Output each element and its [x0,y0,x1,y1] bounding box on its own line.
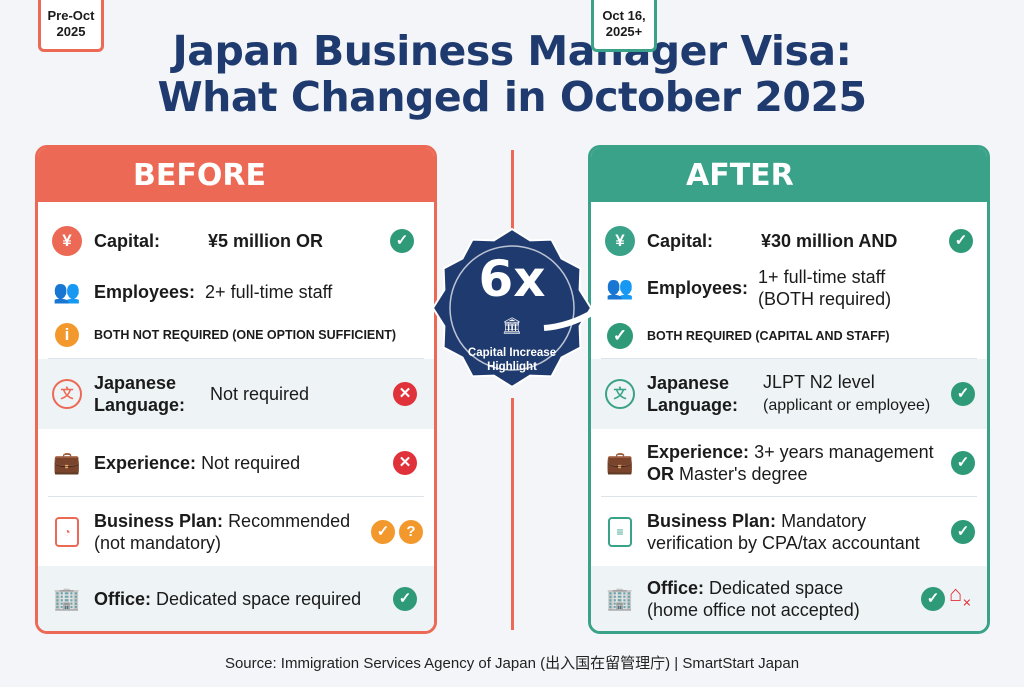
cross-icon: ✕ [393,450,417,475]
building-icon: 🏢 [606,585,634,611]
briefcase-icon: 💼 [606,449,634,475]
before-note-row: i BOTH NOT REQUIRED (ONE OPTION SUFFICIE… [38,323,434,347]
after-employees-row: 👥 Employees: 1+ full-time staff (BOTH req… [606,267,892,309]
after-card: AFTER ¥ Capital: ¥30 million AND ✓ 👥 Emp… [588,145,990,634]
after-capital-row: ¥ Capital: ¥30 million AND ✓ [591,226,987,256]
before-header: BEFORE [38,148,434,202]
yen-icon: ¥ [605,226,635,256]
check-icon: ✓ [951,382,975,406]
people-icon: 👥 [606,275,634,300]
yen-icon: ¥ [52,226,82,256]
check-icon: ✓ [951,519,975,544]
check-icon: ✓ [390,229,414,253]
briefcase-icon: 💼 [53,449,81,475]
before-employees-row: 👥 Employees: 2+ full-time staff [38,277,434,307]
before-language-row: 文 Japanese Language: Not required ✕ [38,359,434,429]
before-date-calendar: Pre-Oct 2025 [38,0,104,52]
question-icon: ? [399,519,423,544]
before-capital-row: ¥ Capital: ¥5 million OR ✓ [38,226,434,256]
no-home-icon: ⌂✕ [949,580,972,610]
after-business-plan-row: ≡ Business Plan: Mandatory verification b… [591,497,987,566]
after-language-row: 文 Japanese Language: JLPT N2 level (applic… [591,359,987,429]
report-icon: ◔ [55,516,79,547]
check-icon: ✓ [921,586,945,611]
capital-increase-badge: 6x 🏛 Capital Increase Highlight [431,227,608,389]
info-icon: i [55,323,79,347]
page-title: Japan Business Manager Visa: What Change… [157,27,867,121]
check-icon: ✓ [607,323,633,349]
people-icon: 👥 [53,279,81,304]
translate-icon: 文 [52,379,82,409]
before-card: BEFORE ¥ Capital: ¥5 million OR ✓ 👥 Empl… [35,145,437,634]
after-experience-row: 💼 Experience: 3+ years management OR Mast… [591,429,987,496]
check-icon: ✓ [949,229,973,253]
check-icon: ✓ [371,519,395,544]
translate-icon: 文 [605,379,635,409]
before-heading: BEFORE [133,158,266,193]
source-note: Source: Immigration Services Agency of J… [224,655,800,672]
bank-icon: 🏛 [501,318,523,335]
center-divider-bottom [511,398,514,630]
check-icon: ✓ [951,450,975,475]
badge-caption: Capital Increase Highlight [467,347,557,373]
building-icon: 🏢 [53,585,81,611]
after-note-row: ✓ BOTH REQUIRED (CAPITAL AND STAFF) [591,323,987,349]
after-date-calendar: Oct 16, 2025+ [591,0,657,52]
document-icon: ≡ [608,516,632,547]
check-icon: ✓ [393,586,417,611]
before-office-row: 🏢 Office: Dedicated space required ✓ [38,566,434,631]
after-office-row: 🏢 Office: Dedicated space (home office no… [591,566,987,631]
before-experience-row: 💼 Experience: Not required ✕ [38,429,434,496]
after-header: AFTER [591,148,987,202]
after-heading: AFTER [686,158,794,193]
multiplier-text: 6x [478,250,546,308]
before-business-plan-row: ◔ Business Plan: Recommended (not mandato… [38,497,434,566]
cross-icon: ✕ [393,382,417,406]
center-divider-top [511,150,514,260]
